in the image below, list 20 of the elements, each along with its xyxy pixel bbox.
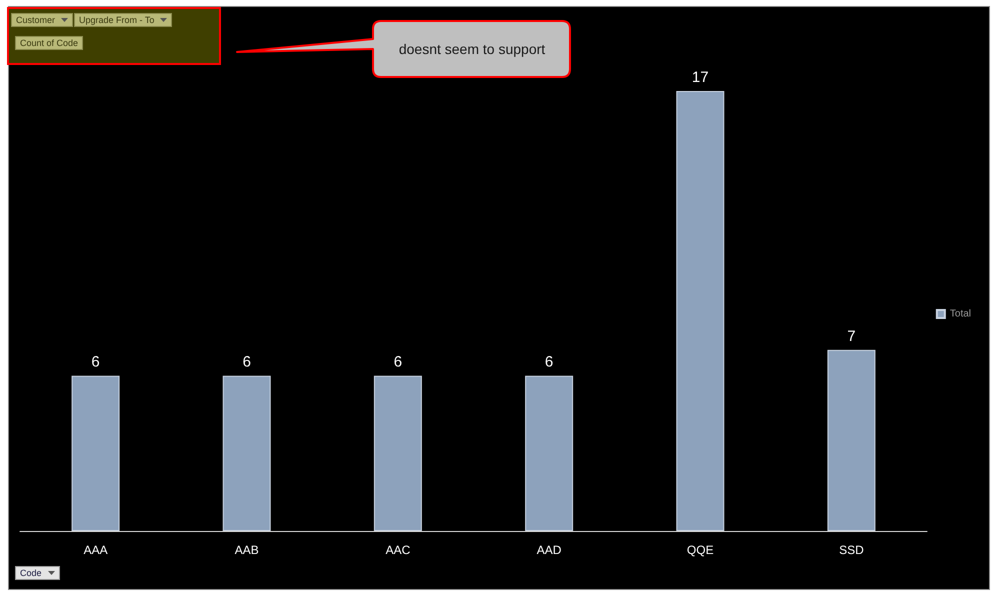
text: doesnt seem to support (398, 40, 546, 59)
data-label: 6 (394, 354, 402, 371)
x-tick-label: AAA (84, 543, 108, 557)
data-label: 6 (544, 354, 554, 371)
data-label: 17 (692, 69, 709, 86)
x-tick-label: QQE (686, 543, 714, 557)
x-tick-label: AAB (234, 543, 259, 557)
field-button: Count of Code (15, 36, 84, 50)
data-label: 7 (847, 328, 856, 345)
dropdown-button: Customer (11, 13, 74, 27)
y-axis-title: Count of Code (20, 37, 78, 49)
legend-label: Total (950, 308, 971, 320)
data-label: 6 (242, 354, 251, 371)
dropdown-button: Code (15, 566, 60, 580)
dropdown-button: Upgrade From - To (74, 13, 172, 27)
x-axis-title: Code (20, 567, 42, 579)
x-tick-label: SSD (839, 543, 864, 557)
data-label: 6 (91, 354, 100, 371)
x-tick-label: AAD (536, 543, 562, 557)
x-tick-label: AAC (386, 543, 411, 557)
